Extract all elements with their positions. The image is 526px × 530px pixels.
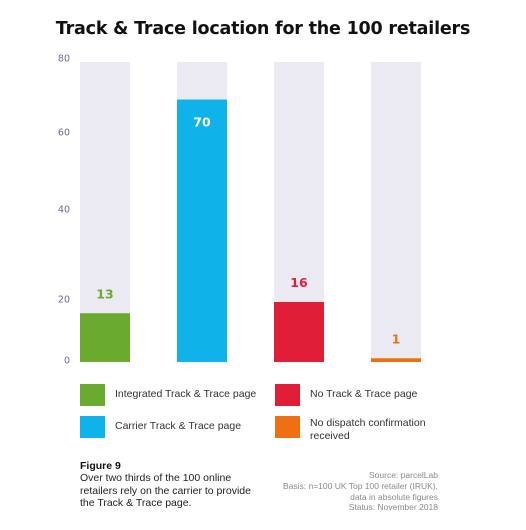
data-label-integrated-track-trace-page: 13 <box>96 286 113 301</box>
bar-track-integrated-track-trace-page <box>80 62 130 362</box>
basis-line-2: data in absolute figures <box>350 491 438 502</box>
figure-caption: Over two thirds of the 100 online retail… <box>80 472 251 509</box>
bar-chart: 0 20 40 60 80 13 70 16 1 <box>58 54 421 367</box>
data-label-no-track-trace-page: 16 <box>290 275 308 290</box>
legend-swatch-no-track <box>275 384 300 406</box>
legend-label-no-track: No Track & Trace page <box>310 388 418 400</box>
figure-label: Figure 9 <box>80 460 121 472</box>
y-tick-label-60: 60 <box>58 128 70 139</box>
y-tick-label-0: 0 <box>64 356 70 367</box>
bar-integrated-track-trace-page <box>80 313 130 362</box>
data-label-no-dispatch-confirmation-received: 1 <box>392 331 401 346</box>
legend-swatch-no-dispatch <box>275 416 300 438</box>
source-note: Source: parcelLab Basis: n=100 UK Top 10… <box>238 470 438 513</box>
legend-swatch-carrier <box>80 416 105 438</box>
chart-title: Track & Trace location for the 100 retai… <box>55 19 471 39</box>
legend-label-no-dispatch: No dispatch confirmation received <box>310 417 426 442</box>
legend-label-carrier: Carrier Track & Trace page <box>115 420 242 432</box>
bar-no-track-trace-page <box>274 302 324 362</box>
y-tick-label-80: 80 <box>58 54 70 65</box>
legend-swatch-integrated <box>80 384 105 406</box>
bar-track-no-dispatch-confirmation-received <box>371 62 421 362</box>
data-label-carrier-track-trace-page: 70 <box>193 115 211 130</box>
basis-line: Basis: n=100 UK Top 100 retailer (IRUK), <box>282 480 438 491</box>
source-line: Source: parcelLab <box>369 470 438 480</box>
status-line: Status: November 2018 <box>348 502 438 513</box>
y-tick-label-40: 40 <box>58 205 70 216</box>
legend-label-integrated: Integrated Track & Trace page <box>115 388 257 400</box>
y-tick-label-20: 20 <box>58 295 70 306</box>
bar-carrier-track-trace-page <box>177 99 227 362</box>
bar-no-dispatch-confirmation-received <box>371 358 421 362</box>
